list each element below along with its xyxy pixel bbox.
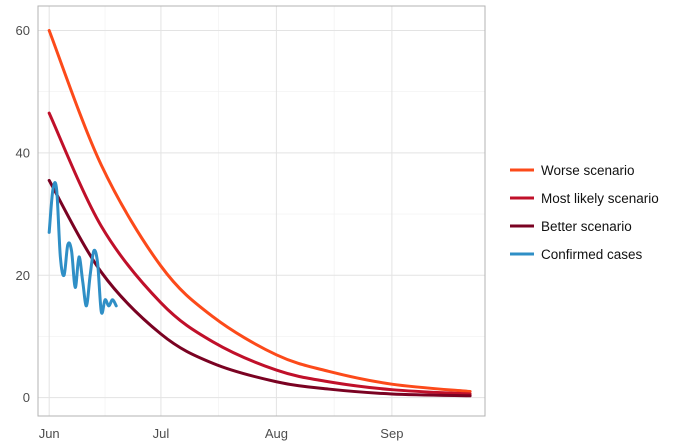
series-line-confirmed-cases [47, 181, 118, 315]
legend-label-most-likely-scenario: Most likely scenario [541, 191, 659, 206]
series-line-better-scenario [47, 178, 472, 398]
plot-border [37, 5, 486, 417]
x-tick-label: Sep [380, 426, 403, 441]
y-tick-label: 20 [16, 268, 30, 283]
x-tick-label: Aug [265, 426, 288, 441]
series-line-most-likely-scenario [47, 111, 472, 396]
x-tick-label: Jul [153, 426, 170, 441]
y-tick-label: 0 [23, 390, 30, 405]
legend: Worse scenario Most likely scenario Better… [510, 163, 659, 262]
grid [38, 6, 485, 416]
series-line-worse-scenario [47, 28, 472, 394]
legend-label-better-scenario: Better scenario [541, 219, 632, 234]
axis-labels: 0 20 40 60 Jun Jul Aug Sep [16, 23, 404, 441]
legend-label-confirmed-cases: Confirmed cases [541, 247, 643, 262]
plot-series [47, 28, 472, 398]
y-tick-label: 60 [16, 23, 30, 38]
x-tick-label: Jun [39, 426, 60, 441]
y-tick-label: 40 [16, 145, 30, 160]
legend-label-worse-scenario: Worse scenario [541, 163, 635, 178]
